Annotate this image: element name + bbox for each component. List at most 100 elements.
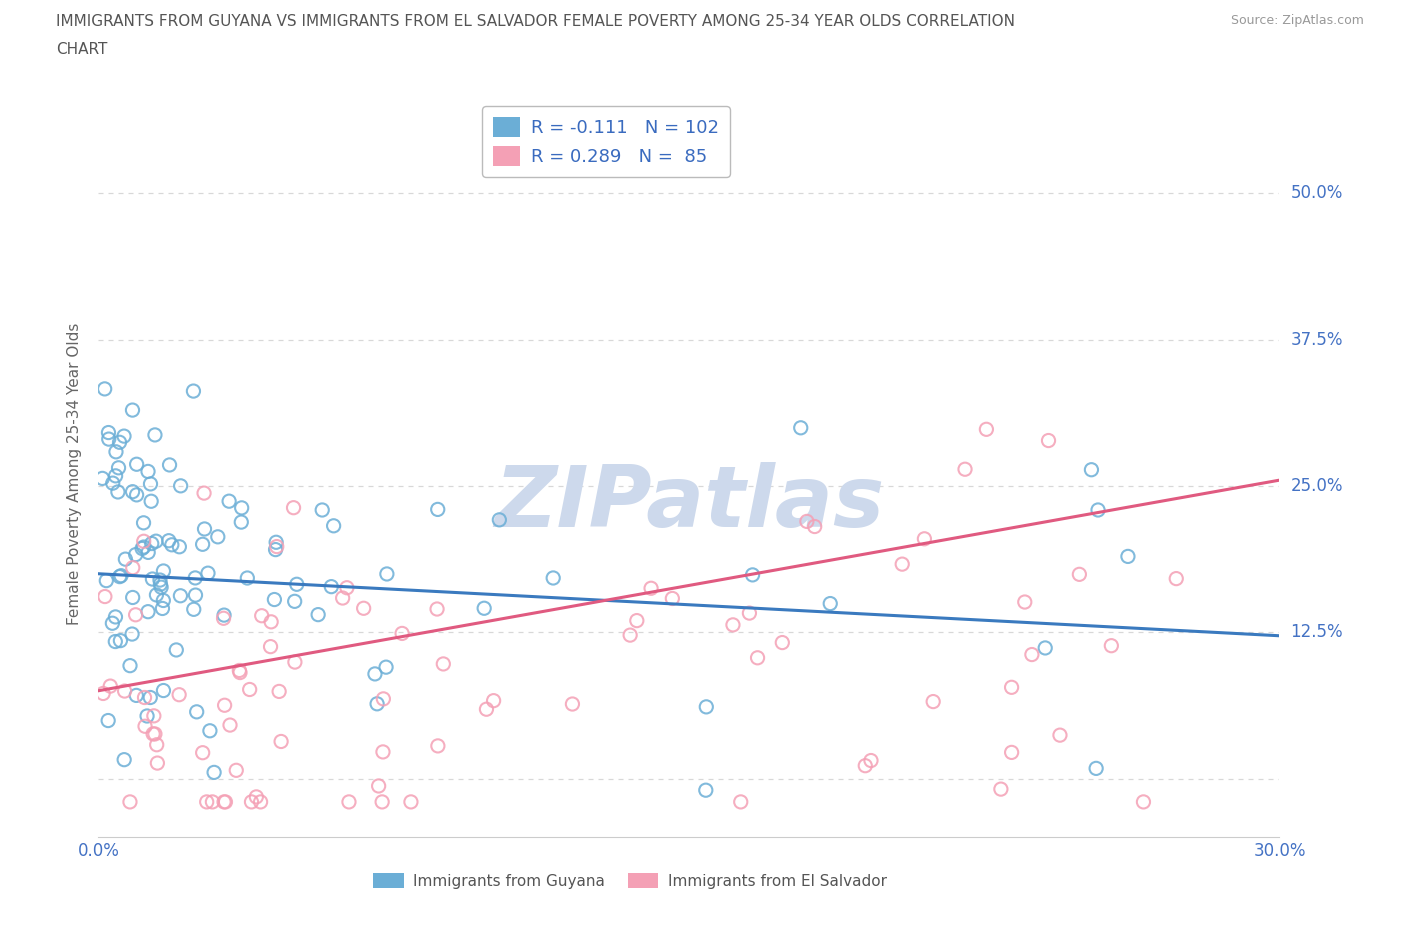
Text: IMMIGRANTS FROM GUYANA VS IMMIGRANTS FROM EL SALVADOR FEMALE POVERTY AMONG 25-34: IMMIGRANTS FROM GUYANA VS IMMIGRANTS FRO… <box>56 14 1015 29</box>
Point <box>212 607 235 622</box>
Point <box>371 794 394 809</box>
Point <box>145 737 167 752</box>
Point <box>191 537 214 551</box>
Point <box>112 429 135 444</box>
Point <box>214 794 236 809</box>
Point <box>93 381 115 396</box>
Point <box>236 571 259 586</box>
Point <box>336 580 359 595</box>
Point <box>131 541 153 556</box>
Point <box>976 422 998 437</box>
Point <box>796 514 818 529</box>
Point <box>371 745 394 760</box>
Point <box>741 567 763 582</box>
Point <box>145 534 167 549</box>
Point <box>399 794 422 809</box>
Point <box>990 782 1012 797</box>
Point <box>619 628 641 643</box>
Text: CHART: CHART <box>56 42 108 57</box>
Point <box>124 547 146 562</box>
Text: 12.5%: 12.5% <box>1291 623 1343 642</box>
Point <box>1116 549 1139 564</box>
Point <box>134 719 156 734</box>
Point <box>157 533 180 548</box>
Point <box>159 458 181 472</box>
Point <box>311 502 333 517</box>
Point <box>322 518 344 533</box>
Point <box>239 682 262 697</box>
Point <box>197 565 219 580</box>
Point <box>97 713 120 728</box>
Point <box>1000 680 1022 695</box>
Point <box>953 462 976 477</box>
Point <box>922 694 945 709</box>
Point <box>104 469 127 484</box>
Point <box>110 568 132 583</box>
Point <box>859 753 882 768</box>
Point <box>136 464 159 479</box>
Point <box>240 794 263 809</box>
Point <box>307 607 329 622</box>
Point <box>198 724 221 738</box>
Text: 50.0%: 50.0% <box>1291 184 1343 203</box>
Legend: Immigrants from Guyana, Immigrants from El Salvador: Immigrants from Guyana, Immigrants from … <box>367 867 893 895</box>
Point <box>94 589 117 604</box>
Point <box>264 542 287 557</box>
Point <box>721 618 744 632</box>
Point <box>626 613 648 628</box>
Point <box>1099 638 1122 653</box>
Point <box>143 726 166 741</box>
Point <box>661 591 683 606</box>
Point <box>112 752 135 767</box>
Point <box>149 573 172 588</box>
Point <box>152 564 174 578</box>
Point <box>152 684 174 698</box>
Point <box>373 691 395 706</box>
Point <box>96 573 118 588</box>
Point <box>432 657 454 671</box>
Point <box>332 591 354 605</box>
Point <box>228 663 250 678</box>
Point <box>426 738 449 753</box>
Point <box>695 783 717 798</box>
Point <box>201 794 224 809</box>
Point <box>366 697 388 711</box>
Point <box>108 569 131 584</box>
Point <box>214 698 236 712</box>
Point <box>136 709 159 724</box>
Point <box>212 611 235 626</box>
Point <box>195 794 218 809</box>
Point <box>139 476 162 491</box>
Point <box>132 515 155 530</box>
Point <box>270 734 292 749</box>
Point <box>218 494 240 509</box>
Point <box>250 608 273 623</box>
Point <box>121 627 143 642</box>
Point <box>770 635 793 650</box>
Point <box>375 659 398 674</box>
Point <box>803 519 825 534</box>
Point <box>184 570 207 585</box>
Point <box>104 609 127 624</box>
Point <box>364 667 387 682</box>
Point <box>141 536 163 551</box>
Point <box>125 487 148 502</box>
Point <box>375 566 398 581</box>
Point <box>141 494 163 509</box>
Text: 25.0%: 25.0% <box>1291 477 1343 495</box>
Point <box>101 476 124 491</box>
Point <box>121 590 143 604</box>
Point <box>110 633 132 648</box>
Point <box>169 539 191 554</box>
Text: ZIPatlas: ZIPatlas <box>494 462 884 545</box>
Point <box>91 471 114 485</box>
Point <box>91 686 114 701</box>
Point <box>263 592 285 607</box>
Point <box>321 579 343 594</box>
Point <box>149 577 172 591</box>
Text: Source: ZipAtlas.com: Source: ZipAtlas.com <box>1230 14 1364 27</box>
Point <box>146 756 169 771</box>
Point <box>118 658 141 673</box>
Point <box>820 596 842 611</box>
Point <box>125 688 148 703</box>
